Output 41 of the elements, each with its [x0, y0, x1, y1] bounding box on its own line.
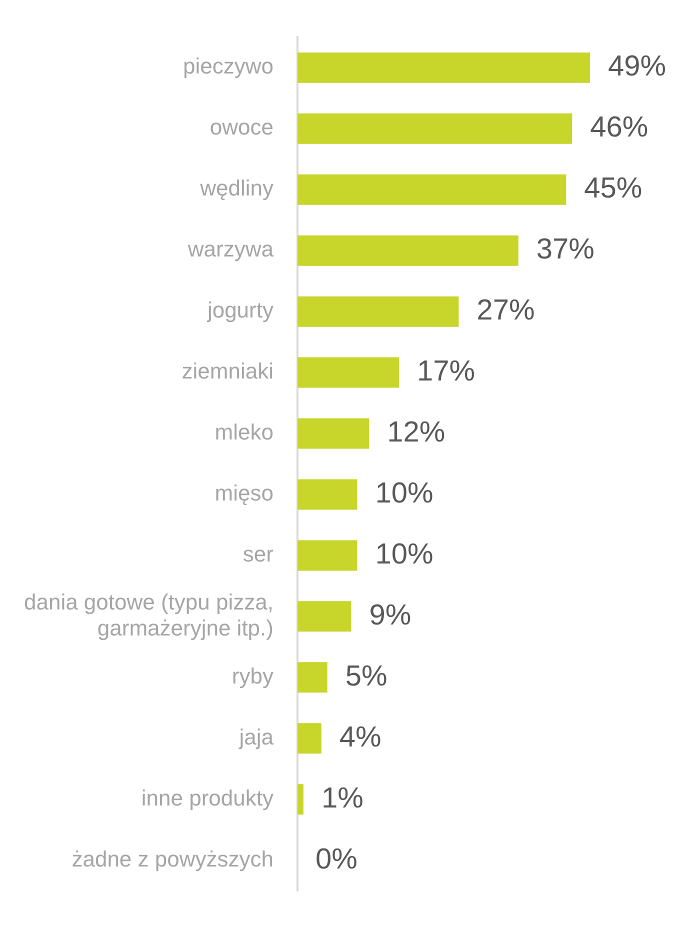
bar — [297, 723, 322, 754]
bar — [297, 357, 399, 388]
bar — [297, 235, 518, 266]
y-tick-label: jogurty — [206, 298, 274, 323]
y-tick-label: mleko — [214, 420, 274, 445]
y-tick-label: ser — [242, 542, 274, 567]
bar — [297, 601, 352, 632]
y-tick-label: mięso — [214, 480, 274, 506]
y-tick-label: pieczywo — [183, 54, 274, 79]
bar — [297, 540, 358, 571]
bar — [297, 662, 328, 693]
bar — [297, 52, 590, 83]
data-label: 4% — [339, 721, 382, 754]
y-tick-label: dania gotowe (typu pizza, garmażeryjne itp.) — [24, 589, 274, 641]
bar — [297, 296, 459, 327]
bar — [297, 418, 370, 449]
y-tick-label: warzywa — [186, 236, 274, 262]
y-tick-label: ziemniaki — [182, 358, 274, 384]
bar — [297, 174, 566, 205]
y-tick-label: wędliny — [199, 176, 274, 201]
data-label: 17% — [416, 356, 476, 388]
data-label: 45% — [584, 172, 642, 205]
y-tick-label: owoce — [210, 114, 274, 140]
y-tick-label: żadne z powyższych — [72, 846, 274, 872]
y-tick-label: ryby — [232, 663, 274, 688]
bar — [297, 784, 304, 815]
data-label: 37% — [536, 234, 594, 266]
y-tick-label: inne produkty — [141, 785, 274, 810]
data-label: 9% — [369, 599, 412, 632]
bar — [297, 113, 572, 144]
data-label: 10% — [375, 538, 434, 570]
data-label: 1% — [321, 782, 364, 814]
data-label: 10% — [375, 477, 434, 510]
data-label: 46% — [590, 112, 648, 144]
data-label: 5% — [345, 660, 388, 692]
data-label: 12% — [387, 416, 446, 449]
data-label: 49% — [608, 50, 666, 83]
bar — [297, 479, 358, 510]
data-label: 0% — [315, 843, 358, 876]
data-label: 27% — [476, 294, 535, 327]
y-tick-label: jaja — [238, 724, 274, 750]
